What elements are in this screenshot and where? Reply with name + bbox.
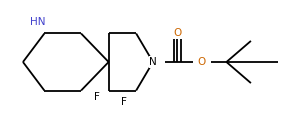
Text: F: F <box>94 92 99 102</box>
Text: O: O <box>174 29 181 38</box>
Text: O: O <box>198 57 206 67</box>
Text: N: N <box>149 57 157 67</box>
Text: F: F <box>121 97 127 107</box>
Text: HN: HN <box>30 17 46 27</box>
